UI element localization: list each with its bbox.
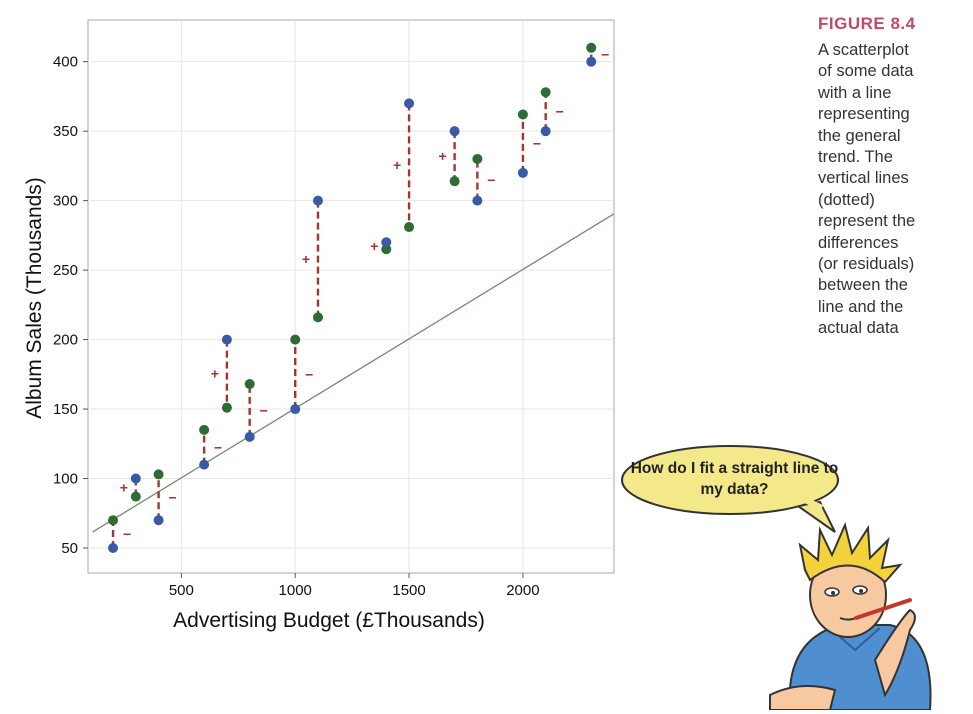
fitted-point: [404, 222, 415, 233]
fitted-points: [108, 42, 597, 526]
negative-residual-sign: −: [123, 526, 131, 542]
y-tick-label: 400: [53, 54, 78, 71]
positive-residual-sign: +: [211, 366, 219, 382]
x-tick-label: 2000: [506, 582, 539, 599]
y-axis-label: Album Sales (Thousands): [23, 177, 46, 419]
x-axis-label: Advertising Budget (£Thousands): [173, 609, 485, 632]
observed-point: [244, 431, 255, 442]
y-tick-label: 200: [53, 332, 78, 349]
positive-residual-sign: +: [370, 238, 378, 254]
observed-point: [449, 126, 460, 137]
fitted-point: [153, 469, 164, 480]
negative-residual-sign: −: [305, 366, 313, 382]
positive-residual-sign: +: [120, 480, 128, 496]
plot-background: [87, 19, 615, 574]
figure-caption-text: A scatterplot of some data with a line r…: [818, 41, 916, 338]
figure-label: FIGURE 8.4: [818, 14, 916, 33]
y-tick-label: 150: [53, 401, 78, 418]
observed-point: [404, 98, 415, 109]
fitted-point: [449, 176, 460, 187]
fitted-point: [472, 153, 483, 164]
observed-point: [517, 167, 528, 178]
fitted-point: [540, 87, 551, 98]
negative-residual-sign: −: [601, 47, 609, 63]
negative-residual-sign: −: [487, 172, 495, 188]
positive-residual-sign: +: [393, 157, 401, 173]
y-tick-label: 50: [61, 540, 78, 557]
x-tick-label: 500: [169, 582, 194, 599]
observed-point: [586, 56, 597, 67]
residual-signs: −+−−+−−++++−−−−: [120, 47, 610, 542]
observed-point: [153, 515, 164, 526]
observed-points: [108, 56, 597, 553]
observed-point: [199, 459, 210, 470]
x-tick-label: 1000: [279, 582, 312, 599]
observed-point: [130, 473, 141, 484]
cartoon-character-illustration: [769, 521, 932, 710]
fitted-point: [290, 334, 301, 345]
observed-point: [221, 334, 232, 345]
negative-residual-sign: −: [168, 489, 176, 505]
observed-point: [290, 404, 301, 415]
y-tick-label: 100: [53, 471, 78, 488]
fitted-point: [381, 244, 392, 255]
y-tick-label: 300: [53, 193, 78, 210]
negative-residual-sign: −: [260, 402, 268, 418]
grid: [88, 20, 614, 573]
observed-point: [381, 237, 392, 248]
observed-point: [472, 195, 483, 206]
negative-residual-sign: −: [556, 104, 564, 120]
trend-line: [92, 213, 615, 533]
y-tick-label: 350: [53, 123, 78, 140]
fitted-point: [199, 424, 210, 435]
x-axis-ticks: 500 1000 1500 2000: [169, 573, 540, 599]
fitted-point: [108, 515, 119, 526]
fitted-point: [244, 379, 255, 390]
y-axis-ticks: 50 100 150 200 250 300 350 400: [53, 54, 88, 557]
speech-bubble-text: How do I fit a straight line to my data?: [630, 460, 839, 498]
fitted-point: [130, 491, 141, 502]
speech-bubble: [621, 445, 839, 533]
figure-caption: FIGURE 8.4 A scatterplot of some data wi…: [818, 14, 968, 340]
positive-residual-sign: +: [439, 148, 447, 164]
x-tick-label: 1500: [392, 582, 425, 599]
observed-point: [108, 542, 119, 553]
observed-point: [540, 126, 551, 137]
negative-residual-sign: −: [533, 136, 541, 152]
observed-point: [312, 195, 323, 206]
negative-residual-sign: −: [214, 439, 222, 455]
fitted-point: [586, 42, 597, 53]
fitted-point: [517, 109, 528, 120]
fitted-point: [312, 312, 323, 323]
fitted-point: [221, 402, 232, 413]
positive-residual-sign: +: [302, 251, 310, 267]
y-tick-label: 250: [53, 262, 78, 279]
